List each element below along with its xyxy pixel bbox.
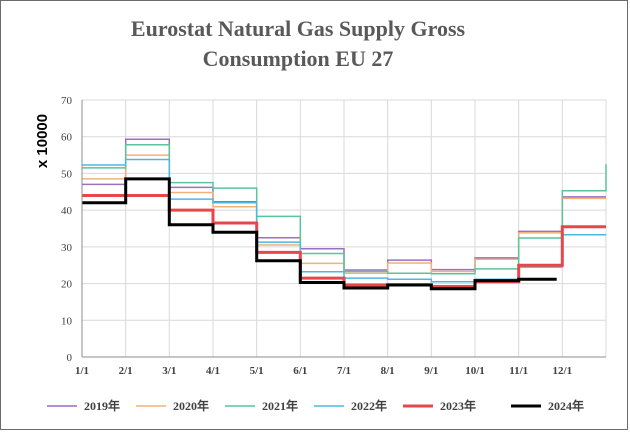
chart-title: Eurostat Natural Gas Supply Gross Consum… <box>131 16 466 71</box>
chart-title-line-2: Consumption EU 27 <box>203 46 394 71</box>
x-tick-label: 12/1 <box>553 365 573 377</box>
series-lines <box>82 138 607 291</box>
x-tick-label: 10/1 <box>465 365 485 377</box>
x-tick-label: 1/1 <box>75 365 89 377</box>
y-tick-label: 60 <box>61 132 73 144</box>
x-tick-label: 11/1 <box>509 365 528 377</box>
y-tick-label: 40 <box>61 205 73 217</box>
y-tick-label: 20 <box>61 279 73 291</box>
y-axis-label: x 10000 <box>34 114 51 168</box>
legend-label: 2022年 <box>351 398 387 413</box>
x-tick-label: 7/1 <box>337 365 351 377</box>
x-tick-label: 8/1 <box>381 365 395 377</box>
chart-title-line-1: Eurostat Natural Gas Supply Gross <box>131 16 466 41</box>
x-tick-label: 9/1 <box>424 365 438 377</box>
legend-label: 2020年 <box>173 398 209 413</box>
legend: 2019年 2020年 2021年 2022年 2023年 2024年 <box>47 398 584 413</box>
y-tick-label: 70 <box>61 95 73 107</box>
axes: 0 10 20 30 40 50 60 70 1/1 2/1 3/1 4/1 5/1 6/1 7/1 8/1 9… <box>61 95 606 377</box>
y-tick-label: 0 <box>67 352 73 364</box>
series-line-2024年 <box>82 177 557 291</box>
x-tick-label: 3/1 <box>162 365 176 377</box>
legend-label: 2023年 <box>440 398 476 413</box>
legend-label: 2019年 <box>84 398 120 413</box>
x-tick-label: 4/1 <box>206 365 220 377</box>
legend-label: 2024年 <box>548 398 584 413</box>
y-tick-label: 30 <box>61 242 73 254</box>
x-tick-label: 6/1 <box>293 365 307 377</box>
legend-label: 2021年 <box>262 398 298 413</box>
y-tick-label: 10 <box>61 315 73 327</box>
x-tick-label: 5/1 <box>250 365 264 377</box>
y-tick-label: 50 <box>61 168 73 180</box>
x-tick-label: 2/1 <box>119 365 133 377</box>
